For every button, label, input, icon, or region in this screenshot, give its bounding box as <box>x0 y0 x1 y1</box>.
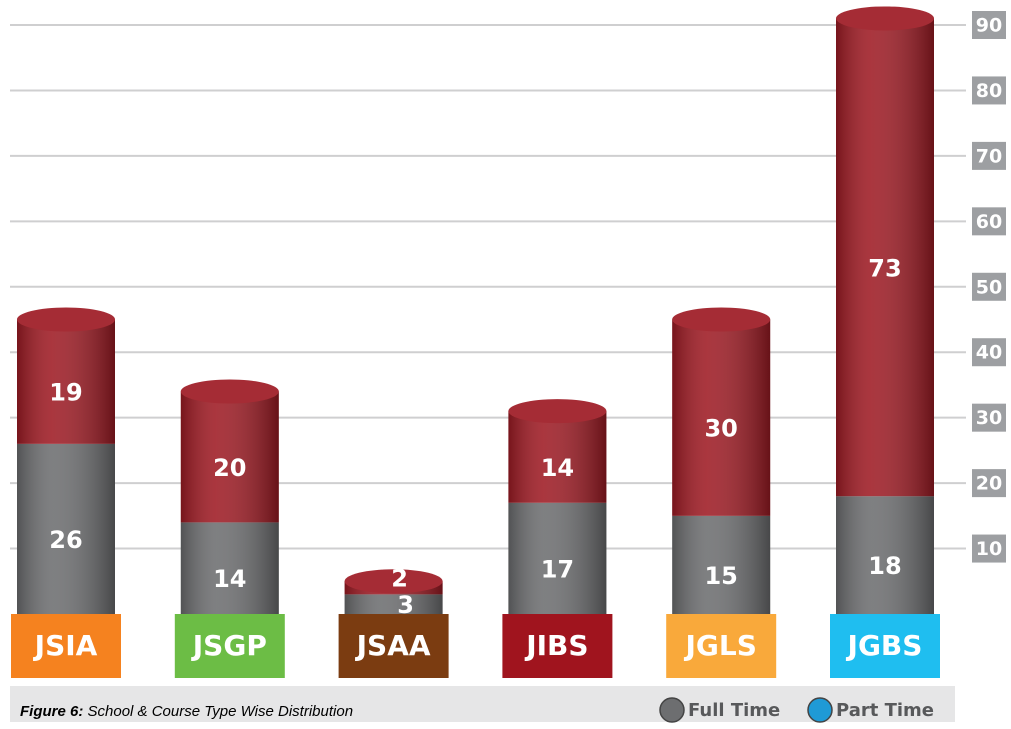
bar-top <box>17 307 115 332</box>
x-tick-label: JSGP <box>191 629 267 662</box>
caption-label: Figure 6: <box>20 703 83 720</box>
category-box <box>502 614 613 678</box>
bar-top-highlight <box>672 307 771 332</box>
y-tick-label: 80 <box>976 80 1002 102</box>
bar-shade <box>836 18 934 497</box>
bar-top-highlight <box>180 379 279 404</box>
y-tick-label: 70 <box>976 145 1002 167</box>
legend-label: Full Time <box>688 700 780 721</box>
bar-top <box>508 399 607 424</box>
category-box <box>174 614 285 678</box>
bar-shade <box>508 411 607 503</box>
legend-marker <box>807 697 833 723</box>
tick-box <box>972 141 1006 170</box>
bar-top <box>672 307 771 332</box>
tick-box <box>972 403 1006 432</box>
value-label: 3 <box>397 591 414 619</box>
tick-box <box>972 207 1006 236</box>
bar-shade <box>17 443 115 614</box>
bar-top <box>836 6 934 31</box>
x-tick-label: JIBS <box>524 629 588 662</box>
bar-shade <box>344 594 443 614</box>
y-tick-label: 30 <box>976 407 1002 429</box>
category-box <box>11 614 121 678</box>
x-tick-label: JGLS <box>683 629 756 662</box>
tick-box <box>972 11 1006 39</box>
footer <box>10 686 955 722</box>
bar-shade <box>672 319 771 516</box>
y-tick-label: 20 <box>976 473 1002 495</box>
value-label: 14 <box>213 565 246 593</box>
bar-top <box>344 569 443 594</box>
bar-shade <box>180 522 279 614</box>
value-label: 20 <box>213 454 246 482</box>
value-label: 17 <box>541 555 574 583</box>
tick-box <box>972 272 1006 301</box>
category-box <box>830 614 940 678</box>
value-label: 14 <box>541 454 574 482</box>
value-label: 2 <box>391 564 408 592</box>
bar-shade <box>17 319 115 444</box>
y-tick-label: 10 <box>976 538 1002 560</box>
bar-shade <box>836 496 934 614</box>
y-tick-label: 50 <box>976 276 1002 298</box>
y-tick-label: 90 <box>976 15 1002 37</box>
bar-top-highlight <box>17 307 115 332</box>
tick-box <box>972 76 1006 105</box>
caption: Figure 6: School & Course Type Wise Dist… <box>20 703 353 720</box>
value-label: 73 <box>868 254 901 282</box>
tick-box <box>972 338 1006 367</box>
x-tick-label: JSIA <box>33 629 98 662</box>
bar-shade <box>508 502 607 614</box>
category-box <box>338 614 449 678</box>
legend-marker <box>659 697 685 723</box>
value-label: 30 <box>704 415 737 443</box>
bar-shade <box>180 391 279 523</box>
caption-text: School & Course Type Wise Distribution <box>88 703 354 720</box>
value-label: 18 <box>868 552 901 580</box>
value-label: 26 <box>49 526 82 554</box>
y-tick-label: 60 <box>976 211 1002 233</box>
bar-top-highlight <box>344 569 443 594</box>
legend-label: Part Time <box>836 700 934 721</box>
y-tick-label: 40 <box>976 342 1002 364</box>
bar-top-highlight <box>508 399 607 424</box>
x-tick-label: JSAA <box>355 629 431 662</box>
bar-top-highlight <box>836 6 934 31</box>
tick-box <box>972 469 1006 498</box>
x-tick-label: JGBS <box>846 629 923 662</box>
category-box <box>666 614 777 678</box>
value-label: 19 <box>49 379 82 407</box>
tick-box <box>972 534 1006 563</box>
bar-top <box>180 379 279 404</box>
bar-shade <box>672 515 771 614</box>
value-label: 15 <box>704 562 737 590</box>
